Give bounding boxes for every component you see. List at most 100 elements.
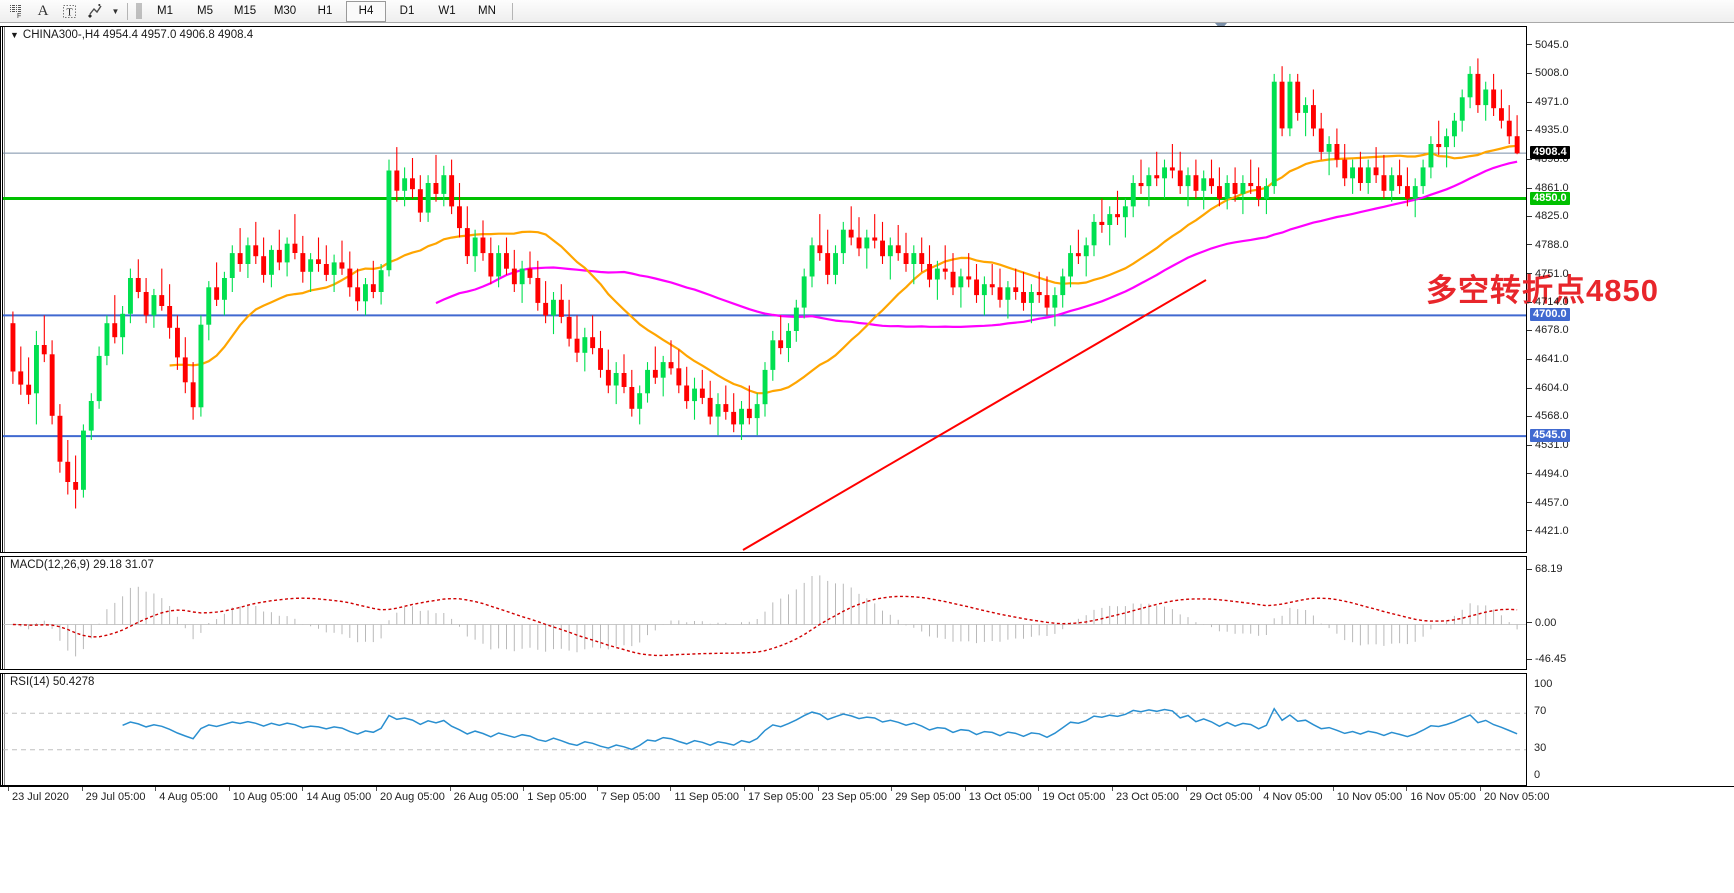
timeframe-h1[interactable]: H1 bbox=[317, 5, 333, 17]
rsi-tick: 0 bbox=[1534, 769, 1541, 782]
price-tick: 4421.0 bbox=[1527, 525, 1569, 537]
time-tick-mark bbox=[744, 787, 745, 791]
price-tick: 4935.0 bbox=[1527, 124, 1569, 136]
price-canvas bbox=[3, 58, 1526, 551]
price-tick: 4971.0 bbox=[1527, 96, 1569, 108]
time-axis-label: 7 Sep 05:00 bbox=[600, 791, 661, 803]
time-tick-mark bbox=[228, 787, 230, 791]
time-axis-label: 20 Nov 05:00 bbox=[1484, 791, 1550, 803]
label-tool-icon[interactable]: T bbox=[56, 1, 82, 22]
main-toolbar: F A T ▼ bbox=[0, 0, 1734, 23]
timeframe-w1[interactable]: W1 bbox=[438, 5, 456, 17]
price-tick: 4641.0 bbox=[1527, 353, 1569, 365]
price-annotation-label: 多空转折点4850 bbox=[1426, 273, 1659, 308]
time-axis-label: 17 Sep 05:00 bbox=[748, 791, 814, 803]
time-tick-mark bbox=[670, 787, 672, 791]
time-axis-label: 20 Aug 05:00 bbox=[380, 791, 445, 803]
time-tick-mark bbox=[81, 787, 83, 791]
time-tick-mark bbox=[1259, 787, 1261, 791]
objects-dropdown-icon[interactable]: ▼ bbox=[111, 6, 120, 16]
rsi-scale[interactable]: 100 70 30 0 bbox=[1527, 673, 1734, 786]
time-axis-label: 19 Oct 05:00 bbox=[1042, 791, 1106, 803]
rsi-canvas bbox=[3, 707, 1526, 751]
time-axis-label: 11 Sep 05:00 bbox=[674, 791, 740, 803]
macd-pane[interactable]: MACD(12,26,9) 29.18 31.07 bbox=[0, 556, 1527, 670]
time-tick-mark bbox=[1038, 787, 1040, 791]
time-tick-mark bbox=[1332, 787, 1334, 791]
price-tick: 4825.0 bbox=[1527, 210, 1569, 222]
time-axis-label: 26 Aug 05:00 bbox=[453, 791, 519, 803]
timeframe-h4[interactable]: H4 bbox=[346, 0, 386, 22]
time-tick-mark bbox=[596, 787, 598, 791]
macd-tick: -46.45 bbox=[1527, 653, 1566, 665]
price-scale[interactable]: 5045.0 5008.0 4971.0 4935.0 4898.0 4861.0 4825… bbox=[1527, 26, 1734, 553]
pane-gutter bbox=[1, 27, 6, 552]
time-tick-mark bbox=[891, 787, 893, 791]
timeframe-group: M1 M5 M15 M30 H1 H4 D1 W1 MN bbox=[145, 0, 507, 22]
time-tick-mark bbox=[817, 787, 819, 791]
time-tick-mark bbox=[302, 787, 304, 791]
macd-label: MACD(12,26,9) 29.18 31.07 bbox=[10, 559, 154, 571]
time-tick-mark bbox=[1406, 787, 1408, 791]
price-tick: 4494.0 bbox=[1527, 468, 1569, 480]
price-tag-blue-level: 4545.0 bbox=[1530, 429, 1570, 443]
pane-gutter-macd bbox=[1, 557, 6, 669]
time-axis-label: 1 Sep 05:00 bbox=[527, 791, 587, 803]
objects-icon[interactable] bbox=[82, 1, 108, 22]
rsi-pane[interactable]: RSI(14) 50.4278 bbox=[0, 673, 1527, 786]
time-axis-label: 10 Nov 05:00 bbox=[1336, 791, 1403, 803]
price-tag-last-price: 4908.4 bbox=[1530, 146, 1570, 160]
rsi-tick: 100 bbox=[1534, 678, 1553, 691]
price-tick: 4788.0 bbox=[1527, 239, 1569, 251]
toolbar-divider-2 bbox=[512, 2, 513, 20]
time-axis-label: 29 Oct 05:00 bbox=[1189, 791, 1253, 803]
timeframe-d1[interactable]: D1 bbox=[399, 5, 415, 17]
time-axis-label: 4 Nov 05:00 bbox=[1263, 791, 1323, 803]
time-axis-label: 4 Aug 05:00 bbox=[159, 791, 218, 803]
collapse-icon[interactable]: ▼ bbox=[10, 30, 19, 40]
price-chart-pane[interactable]: ▼ CHINA300-,H4 4954.4 4957.0 4906.8 4908.… bbox=[0, 26, 1658, 553]
toolbar-divider bbox=[127, 2, 128, 20]
price-tick: 4604.0 bbox=[1527, 382, 1569, 394]
time-axis-label: 16 Nov 05:00 bbox=[1410, 791, 1476, 803]
timeframe-m1[interactable]: M1 bbox=[157, 5, 173, 17]
crosshair-icon[interactable]: F bbox=[4, 1, 30, 22]
price-tag-blue-level: 4700.0 bbox=[1530, 308, 1570, 322]
pane-gutter-rsi bbox=[1, 674, 6, 785]
time-tick-mark bbox=[523, 787, 525, 791]
time-tick-mark bbox=[8, 787, 9, 791]
price-tick: 4751.0 bbox=[1527, 268, 1569, 280]
candlestick-series bbox=[10, 58, 1520, 509]
time-axis-label: 14 Aug 05:00 bbox=[306, 791, 372, 803]
time-axis[interactable]: 23 Jul 2020 29 Jul 05:00 4 Aug 05:00 10 Aug… bbox=[0, 786, 1734, 893]
price-tick: 5045.0 bbox=[1527, 39, 1569, 51]
time-axis-label: 10 Aug 05:00 bbox=[232, 791, 298, 803]
macd-scale[interactable]: 68.19 0.00 -46.45 bbox=[1527, 556, 1734, 670]
time-tick-mark bbox=[1185, 787, 1187, 791]
time-axis-label: 23 Sep 05:00 bbox=[821, 791, 888, 803]
periods-handle-icon bbox=[133, 1, 145, 22]
timeframe-m15[interactable]: M15 bbox=[233, 5, 257, 17]
price-tick: 4678.0 bbox=[1527, 324, 1569, 337]
time-axis-label: 29 Jul 05:00 bbox=[85, 791, 146, 803]
time-tick-mark bbox=[964, 787, 966, 791]
chart-symbol-header: ▼ CHINA300-,H4 4954.4 4957.0 4906.8 4908.… bbox=[10, 29, 253, 41]
price-tick: 4714.0 bbox=[1527, 296, 1569, 309]
macd-tick: 0.00 bbox=[1527, 617, 1556, 629]
text-tool-icon[interactable]: A bbox=[37, 2, 49, 19]
time-axis-label: 23 Oct 05:00 bbox=[1116, 791, 1179, 803]
symbol-ohlc-text: CHINA300-,H4 4954.4 4957.0 4906.8 4908.4 bbox=[22, 29, 254, 41]
timeframe-m5[interactable]: M5 bbox=[197, 5, 213, 17]
rsi-tick: 70 bbox=[1534, 705, 1547, 718]
time-tick-mark bbox=[376, 787, 377, 791]
price-tick: 4861.0 bbox=[1527, 182, 1569, 194]
rsi-tick: 30 bbox=[1534, 741, 1547, 754]
time-axis-label: 29 Sep 05:00 bbox=[895, 791, 961, 803]
timeframe-mn[interactable]: MN bbox=[478, 5, 496, 17]
svg-text:F: F bbox=[17, 13, 21, 19]
timeframe-m30[interactable]: M30 bbox=[273, 5, 297, 17]
macd-tick: 68.19 bbox=[1527, 563, 1563, 575]
time-tick-mark bbox=[155, 787, 157, 791]
svg-text:T: T bbox=[66, 7, 72, 18]
time-tick-mark bbox=[1112, 787, 1113, 791]
